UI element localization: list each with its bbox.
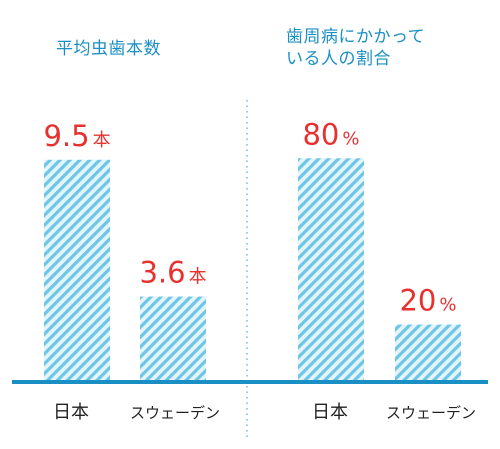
value-unit: % [439,295,456,316]
chart-2-title-line-1: 歯周病にかかって [286,27,426,47]
chart-2-title: 歯周病にかかって いる人の割合 [286,26,425,70]
value-unit: % [342,128,359,149]
value-number: 9.5 [43,119,89,153]
bar-1-2 [140,296,206,380]
value-unit: 本 [189,267,207,288]
bar-2-1 [298,158,364,380]
value-unit: 本 [93,130,111,151]
value-label-2-2: 20% [399,284,456,318]
value-number: 80 [302,117,339,151]
value-label-2-1: 80% [302,117,359,151]
value-number: 3.6 [139,256,185,290]
category-label-2-2: スウェーデン [386,404,476,422]
chart-1-title: 平均虫歯本数 [56,39,161,59]
category-label-1-2: スウェーデン [130,404,220,422]
value-label-1-2: 3.6 本 [139,256,206,290]
x-axis-baseline [12,380,488,384]
bar-1-1 [44,159,110,380]
chart-2-title-line-2: いる人の割合 [286,49,391,69]
category-label-2-1: 日本 [312,402,348,423]
category-label-1-1: 日本 [53,402,89,423]
value-label-1-1: 9.5 本 [43,119,110,153]
value-number: 20 [399,284,436,318]
bar-2-2 [395,324,461,380]
